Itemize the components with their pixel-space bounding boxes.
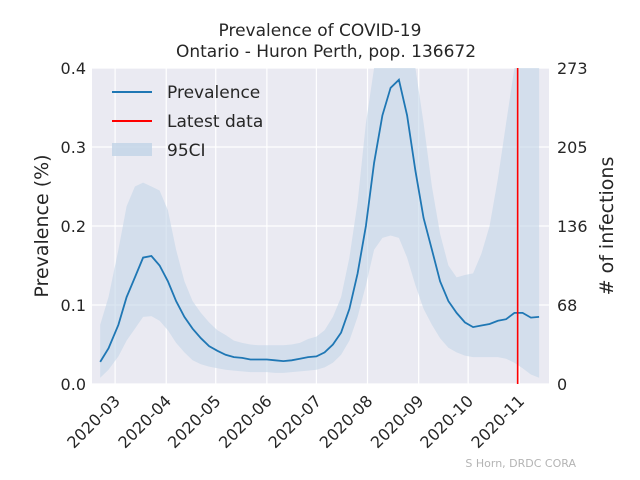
x-tick-label: 2020-10 bbox=[416, 391, 477, 452]
x-tick-label: 2020-06 bbox=[215, 391, 276, 452]
legend-label-ci: 95CI bbox=[167, 141, 206, 161]
x-tick-label: 2020-11 bbox=[467, 391, 528, 452]
legend-label-latest: Latest data bbox=[167, 112, 263, 132]
y-tick-label-right: 136 bbox=[557, 217, 588, 236]
y-axis-right-ticks: 0 68 136 205 273 bbox=[557, 59, 588, 394]
y-tick-label: 0.0 bbox=[61, 375, 86, 394]
x-tick-label: 2020-03 bbox=[63, 391, 124, 452]
x-tick-label: 2020-07 bbox=[264, 391, 325, 452]
credit-text: S Horn, DRDC CORA bbox=[465, 457, 576, 470]
chart-subtitle: Ontario - Huron Perth, pop. 136672 bbox=[176, 42, 476, 62]
y-tick-label-right: 273 bbox=[557, 59, 588, 78]
chart-title: Prevalence of COVID-19 bbox=[219, 21, 422, 41]
y-tick-label-right: 0 bbox=[557, 375, 567, 394]
prevalence-line bbox=[99, 78, 540, 363]
y-tick-label: 0.4 bbox=[61, 59, 86, 78]
y-tick-label: 0.1 bbox=[61, 296, 86, 315]
y-tick-label-right: 205 bbox=[557, 138, 588, 157]
legend: Prevalence Latest data 95CI bbox=[112, 83, 263, 161]
legend-swatch-ci bbox=[112, 143, 152, 156]
x-tick-label: 2020-08 bbox=[316, 391, 377, 452]
x-tick-label: 2020-09 bbox=[367, 391, 428, 452]
y-tick-label: 0.3 bbox=[61, 138, 86, 157]
x-tick-label: 2020-04 bbox=[114, 391, 175, 452]
y-axis-label-right: # of infections bbox=[596, 157, 618, 296]
y-tick-label-right: 68 bbox=[557, 296, 577, 315]
y-axis-left-ticks: 0.0 0.1 0.2 0.3 0.4 bbox=[61, 59, 86, 394]
legend-label-prevalence: Prevalence bbox=[167, 83, 260, 103]
x-axis-ticks: 2020-032020-042020-052020-062020-072020-… bbox=[63, 391, 528, 452]
y-tick-label: 0.2 bbox=[61, 217, 86, 236]
y-axis-label-left: Prevalence (%) bbox=[31, 154, 53, 297]
x-tick-label: 2020-05 bbox=[164, 391, 225, 452]
ci-band bbox=[100, 68, 540, 378]
